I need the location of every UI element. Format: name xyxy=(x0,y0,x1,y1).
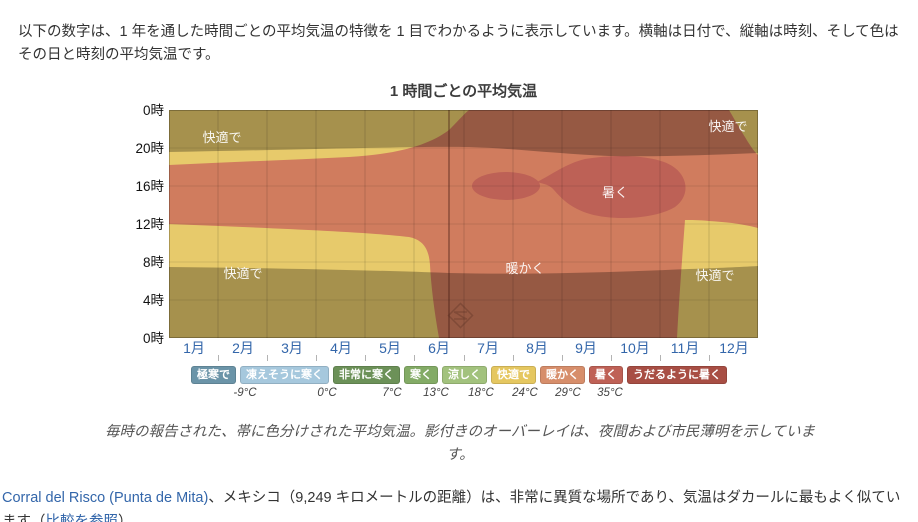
footer-paragraph: Corral del Risco (Punta de Mita)、メキシコ（9,… xyxy=(2,486,914,522)
month-boundary-tick xyxy=(464,355,465,361)
y-axis-hour-label: 16時 xyxy=(135,179,164,194)
boundary-temp-label: 13°C xyxy=(423,387,449,399)
month-boundary-tick xyxy=(562,355,563,361)
legend-band-hot: 暑く xyxy=(589,366,623,384)
y-axis-hour-label: 4時 xyxy=(142,293,164,308)
month-label[interactable]: 5月 xyxy=(379,340,401,356)
legend-band-frigid: 極寒で xyxy=(191,366,236,384)
band-label-comfortable-bottom-right: 快適で xyxy=(695,268,734,283)
band-hot-area-june xyxy=(472,172,540,200)
night-shading-bottom xyxy=(169,266,758,338)
band-label-comfortable-top-left: 快適で xyxy=(202,130,241,145)
legend-band-sweltering: うだるように暑く xyxy=(627,366,727,384)
boundary-temp-label: 18°C xyxy=(468,387,494,399)
heatmap-canvas: 快適で 快適で 暑く 暖かく 快適で 快適で xyxy=(169,110,758,338)
month-boundary-tick xyxy=(316,355,317,361)
footer-text-mid: 、メキシコ（9,249 キロメートルの距離）は、非常に異質な場所であり、気温はダ… xyxy=(2,489,901,522)
month-boundary-tick xyxy=(611,355,612,361)
month-label[interactable]: 10月 xyxy=(620,340,650,356)
plot-border xyxy=(169,110,758,338)
boundary-temp-label: 24°C xyxy=(512,387,538,399)
similar-location-link[interactable]: Corral del Risco (Punta de Mita) xyxy=(2,489,209,506)
month-label[interactable]: 12月 xyxy=(719,340,749,356)
boundary-temp-label: -9°C xyxy=(233,387,257,399)
month-label[interactable]: 7月 xyxy=(477,340,499,356)
month-label[interactable]: 1月 xyxy=(183,340,205,356)
month-boundary-tick xyxy=(218,355,219,361)
legend-band-very-cold: 非常に寒く xyxy=(333,366,400,384)
y-axis-hour-label: 8時 xyxy=(142,255,164,270)
month-label[interactable]: 2月 xyxy=(232,340,254,356)
y-axis-hour-label: 0時 xyxy=(142,103,164,118)
boundary-temp-label: 35°C xyxy=(597,387,623,399)
hourly-temperature-heatmap[interactable]: 快適で 快適で 暑く 暖かく 快適で 快適で xyxy=(169,110,758,338)
boundary-temp-label: 7°C xyxy=(382,387,402,399)
legend-band-comfortable: 快適で xyxy=(491,366,536,384)
night-shading-top xyxy=(169,110,758,157)
legend-band-cool: 涼しく xyxy=(442,366,487,384)
month-boundary-tick xyxy=(513,355,514,361)
watermark-logo-icon xyxy=(447,302,474,329)
month-label[interactable]: 6月 xyxy=(428,340,450,356)
boundary-temp-label: 29°C xyxy=(555,387,581,399)
chart-title: 1 時間ごとの平均気温 xyxy=(389,83,538,100)
temperature-band-legend: 極寒で 凍えそうに寒く 非常に寒く 寒く 涼しく 快適で 暖かく 暑く うだるよ… xyxy=(0,366,918,384)
month-label[interactable]: 9月 xyxy=(575,340,597,356)
band-hot-area-autumn xyxy=(537,156,686,219)
band-label-warm: 暖かく xyxy=(505,261,544,276)
y-axis-hour-label: 20時 xyxy=(135,141,164,156)
month-label[interactable]: 8月 xyxy=(526,340,548,356)
legend-band-cold: 寒く xyxy=(404,366,438,384)
y-axis-hour-label: 12時 xyxy=(135,217,164,232)
legend-band-warm: 暖かく xyxy=(540,366,585,384)
month-label[interactable]: 4月 xyxy=(330,340,352,356)
y-axis-hour-label: 0時 xyxy=(142,331,164,346)
month-label[interactable]: 11月 xyxy=(670,340,700,356)
legend-band-freezing: 凍えそうに寒く xyxy=(240,366,329,384)
band-label-comfortable-bottom-left: 快適で xyxy=(223,266,262,281)
month-boundary-tick xyxy=(709,355,710,361)
month-boundary-tick xyxy=(267,355,268,361)
month-gridlines xyxy=(217,110,710,338)
footer-text-end: ）。 xyxy=(118,514,140,522)
comparison-link[interactable]: 比較を参照 xyxy=(46,514,119,522)
boundary-temp-label: 0°C xyxy=(317,387,337,399)
month-boundary-tick xyxy=(365,355,366,361)
band-label-comfortable-top-right: 快適で xyxy=(708,119,747,134)
hour-gridlines xyxy=(169,147,758,301)
month-boundary-tick xyxy=(660,355,661,361)
month-label[interactable]: 3月 xyxy=(281,340,303,356)
intro-paragraph: 以下の数字は、1 年を通した時間ごとの平均気温の特徴を 1 目でわかるように表示… xyxy=(18,23,899,64)
chart-caption: 毎時の報告された、帯に色分けされた平均気温。影付きのオーバーレイは、夜間および市… xyxy=(105,423,815,463)
band-label-hot: 暑く xyxy=(602,185,628,200)
month-boundary-tick xyxy=(414,355,415,361)
